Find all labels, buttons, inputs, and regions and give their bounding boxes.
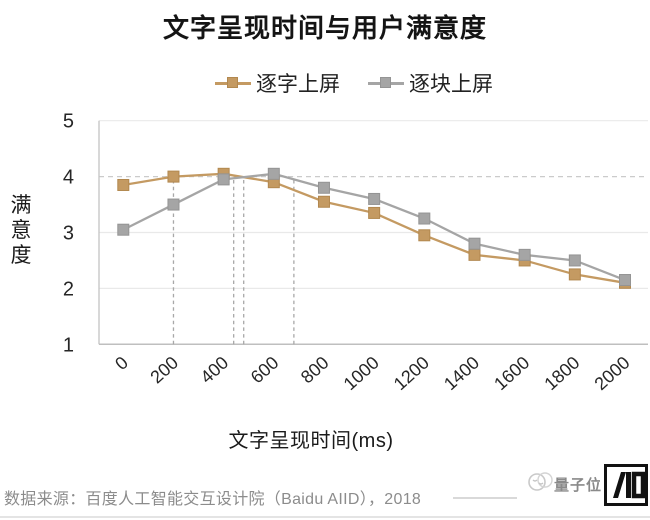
data-point-marker: [368, 192, 381, 205]
legend-label-char-by-char: 逐字上屏: [256, 73, 340, 96]
data-point-marker: [418, 229, 431, 242]
y-tick-label: 5: [63, 111, 74, 133]
series-line-逐字上屏: [123, 172, 626, 284]
data-point-marker: [468, 248, 481, 261]
chart-title: 文字呈现时间与用户满意度: [162, 13, 487, 43]
legend-label-block-by-block: 逐块上屏: [409, 73, 493, 96]
watermark: 量子位: [526, 462, 648, 516]
divider-line-short: [453, 497, 517, 499]
qbitai-logo-icon: [604, 464, 648, 506]
data-point-marker: [518, 248, 531, 261]
series-line-逐块上屏: [122, 172, 626, 282]
y-tick-label: 3: [63, 223, 74, 245]
x-axis-title: 文字呈现时间(ms): [228, 430, 394, 452]
data-point-marker: [267, 167, 280, 180]
x-tick-label: 1000: [340, 352, 383, 394]
data-source-caption: 数据来源：百度人工智能交互设计院（Baidu AIID），2018: [4, 491, 422, 508]
x-tick-label: 1800: [540, 352, 583, 394]
data-point-marker: [167, 198, 180, 211]
data-point-marker: [468, 237, 481, 250]
data-point-marker: [368, 206, 381, 219]
legend: 逐字上屏 逐块上屏: [0, 68, 650, 98]
x-tick-label: 1400: [440, 352, 483, 394]
x-tick-label: 1200: [390, 352, 433, 394]
legend-marker-char-by-char-icon: [215, 77, 251, 89]
data-point-marker: [418, 212, 431, 225]
divider-line-bottom: [0, 516, 650, 518]
y-axis-title: 满意度: [10, 194, 32, 267]
x-tick-label: 200: [146, 352, 182, 387]
data-point-marker: [619, 274, 631, 287]
plot-area: 1 2 3 4 5 0 200 400 600 800 1000 1200 1400 1600 1800 20…: [63, 111, 648, 394]
x-tick-label: 0: [111, 352, 132, 374]
data-point-marker: [117, 178, 130, 191]
x-tick-label: 400: [197, 352, 233, 387]
y-tick-label: 2: [63, 278, 74, 300]
data-point-marker: [117, 223, 130, 236]
legend-item-char-by-char: 逐字上屏: [215, 68, 340, 98]
y-tick-label: 4: [63, 167, 74, 189]
legend-marker-block-by-block-icon: [368, 77, 404, 89]
x-tick-label: 2000: [591, 352, 634, 394]
x-tick-label: 800: [297, 352, 333, 387]
x-tick-label: 600: [247, 352, 283, 387]
legend-item-block-by-block: 逐块上屏: [368, 68, 493, 98]
x-tick-label: 1600: [490, 352, 533, 394]
y-tick-label: 1: [63, 334, 74, 356]
data-point-marker: [217, 173, 230, 186]
doodle-sketch-icon: [528, 472, 553, 491]
data-point-marker: [317, 181, 330, 194]
data-point-marker: [317, 195, 330, 208]
data-point-marker: [568, 268, 581, 281]
watermark-brand-text: 量子位: [554, 477, 603, 494]
data-point-marker: [568, 254, 581, 267]
data-point-marker: [167, 170, 180, 183]
